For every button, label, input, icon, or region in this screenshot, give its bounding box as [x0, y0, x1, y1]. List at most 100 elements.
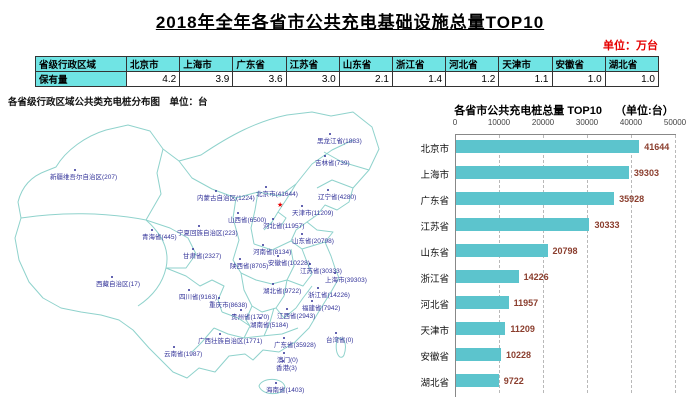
table-value-cell: 1.4: [391, 71, 447, 87]
province-label: 吉林省(739): [315, 160, 350, 167]
bar-value-label: 41644: [644, 142, 670, 152]
province-label: 湖北省(9722): [263, 288, 302, 295]
bar-category-label: 上海市: [420, 170, 449, 181]
bar-category-label: 广东省: [420, 196, 449, 207]
province-marker-dot: [317, 287, 319, 289]
province-marker-dot: [277, 255, 279, 257]
province-label: 四川省(9163): [179, 294, 218, 301]
bar-category-label: 北京市: [420, 144, 449, 155]
table-column-header: 广东省: [232, 56, 287, 72]
province-label: 重庆市(8638): [209, 302, 248, 309]
province-label: 西藏自治区(17): [96, 281, 141, 288]
province-marker-dot: [237, 212, 239, 214]
province-label: 广西壮族自治区(1771): [198, 338, 263, 345]
table-column-header: 河北省: [445, 56, 500, 72]
table-column-header: 浙江省: [391, 56, 447, 72]
province-marker-dot: [272, 218, 274, 220]
province-border-line: [145, 148, 164, 221]
table-value-cell: 2.1: [338, 71, 393, 87]
map-title: 各省级行政区域公共类充电桩分布图 单位：台: [8, 97, 208, 108]
province-border-line: [240, 272, 313, 319]
province-border-line: [232, 183, 297, 274]
bar-chart: 各省市公共充电桩总量 TOP10 （单位:台） 0 10000 20000 30000…: [400, 98, 698, 400]
bar-row: 北京市 41644: [400, 134, 698, 160]
province-marker-dot: [329, 133, 331, 135]
table-value-cell: 3.6: [232, 71, 287, 87]
bar: [456, 322, 506, 335]
province-marker-dot: [192, 248, 194, 250]
province-marker-dot: [239, 258, 241, 260]
bar-row: 天津市 11209: [400, 316, 698, 342]
summary-table-body: 省级行政区域 北京市 上海市 广东省 江苏省 山东省 浙江省 河北省 天津市 安徽省 湖北省 保有量 4…: [35, 56, 660, 87]
table-column-header: 湖北省: [604, 56, 660, 72]
province-label: 台湾省(0): [326, 337, 354, 344]
x-axis-tick-label: 30000: [575, 118, 599, 127]
province-border-line: [316, 151, 370, 189]
bar: [456, 270, 519, 283]
province-marker-dot: [301, 205, 303, 207]
province-label: 云南省(1987): [164, 351, 203, 358]
gridline: [675, 135, 676, 393]
province-marker-dot: [309, 263, 311, 265]
bar-value-label: 11957: [513, 298, 539, 308]
province-marker-dot: [151, 229, 153, 231]
province-marker-dot: [335, 332, 337, 334]
province-marker-dot: [282, 360, 284, 362]
province-marker-dot: [286, 308, 288, 310]
bar-row: 安徽省 10228: [400, 342, 698, 368]
province-label: 海南省(1403): [266, 387, 305, 394]
bar: [456, 374, 499, 387]
bar-category-label: 江苏省: [420, 222, 449, 233]
province-marker-dot: [265, 186, 267, 188]
bar-category-label: 山东省: [420, 248, 449, 259]
province-label: 香港(3): [276, 365, 297, 372]
province-border-line: [137, 219, 168, 307]
bar: [456, 140, 640, 153]
bar-row: 山东省 20798: [400, 238, 698, 264]
province-border-line: [145, 219, 197, 269]
bar-category-label: 天津市: [420, 326, 449, 337]
bar-row: 河北省 11957: [400, 290, 698, 316]
province-label: 安徽省(10228): [268, 260, 310, 267]
bar-row: 江苏省 30333: [400, 212, 698, 238]
table-column-header: 山东省: [338, 56, 393, 72]
province-marker-dot: [262, 244, 264, 246]
province-marker-dot: [259, 317, 261, 319]
province-label: 辽宁省(4280): [318, 194, 357, 201]
bar-value-label: 14226: [523, 272, 549, 282]
bar: [456, 348, 501, 361]
bar-value-label: 39303: [633, 168, 659, 178]
province-marker-dot: [334, 272, 336, 274]
province-label: 宁夏回族自治区(223): [177, 230, 238, 237]
bar-value-label: 20798: [552, 246, 578, 256]
province-label: 福建省(7942): [302, 305, 341, 312]
province-label: 新疆维吾尔自治区(207): [50, 174, 118, 181]
province-marker-dot: [188, 289, 190, 291]
province-marker-dot: [111, 276, 113, 278]
province-label: 贵州省(1770): [231, 314, 270, 321]
bar: [456, 244, 548, 257]
x-axis-tick-label: 20000: [531, 118, 555, 127]
bar-category-label: 河北省: [420, 300, 449, 311]
bar-value-label: 30333: [594, 220, 620, 230]
province-label: 山西省(6500): [228, 217, 267, 224]
bar: [456, 296, 509, 309]
province-label: 北京市(41644): [256, 191, 298, 198]
table-value-cell: 1.1: [498, 71, 553, 87]
province-marker-dot: [301, 233, 303, 235]
table-column-header: 北京市: [125, 56, 181, 72]
province-label: 澳门(0): [277, 357, 298, 364]
x-axis-tick-label: 10000: [487, 118, 511, 127]
gridline: [587, 135, 588, 393]
table-value-cell: 1.2: [445, 71, 500, 87]
bar-row: 浙江省 14226: [400, 264, 698, 290]
province-label: 陕西省(8705): [230, 263, 269, 270]
table-column-header: 江苏省: [285, 56, 340, 72]
bar-row: 广东省 35928: [400, 186, 698, 212]
bar: [456, 218, 590, 231]
province-label: 浙江省(14226): [308, 292, 350, 299]
province-marker-dot: [283, 352, 285, 354]
summary-table: 省级行政区域 北京市 上海市 广东省 江苏省 山东省 浙江省 河北省 天津市 安徽省 湖北省 保有量 4…: [35, 56, 660, 87]
province-label: 内蒙古自治区(1224): [197, 195, 255, 202]
